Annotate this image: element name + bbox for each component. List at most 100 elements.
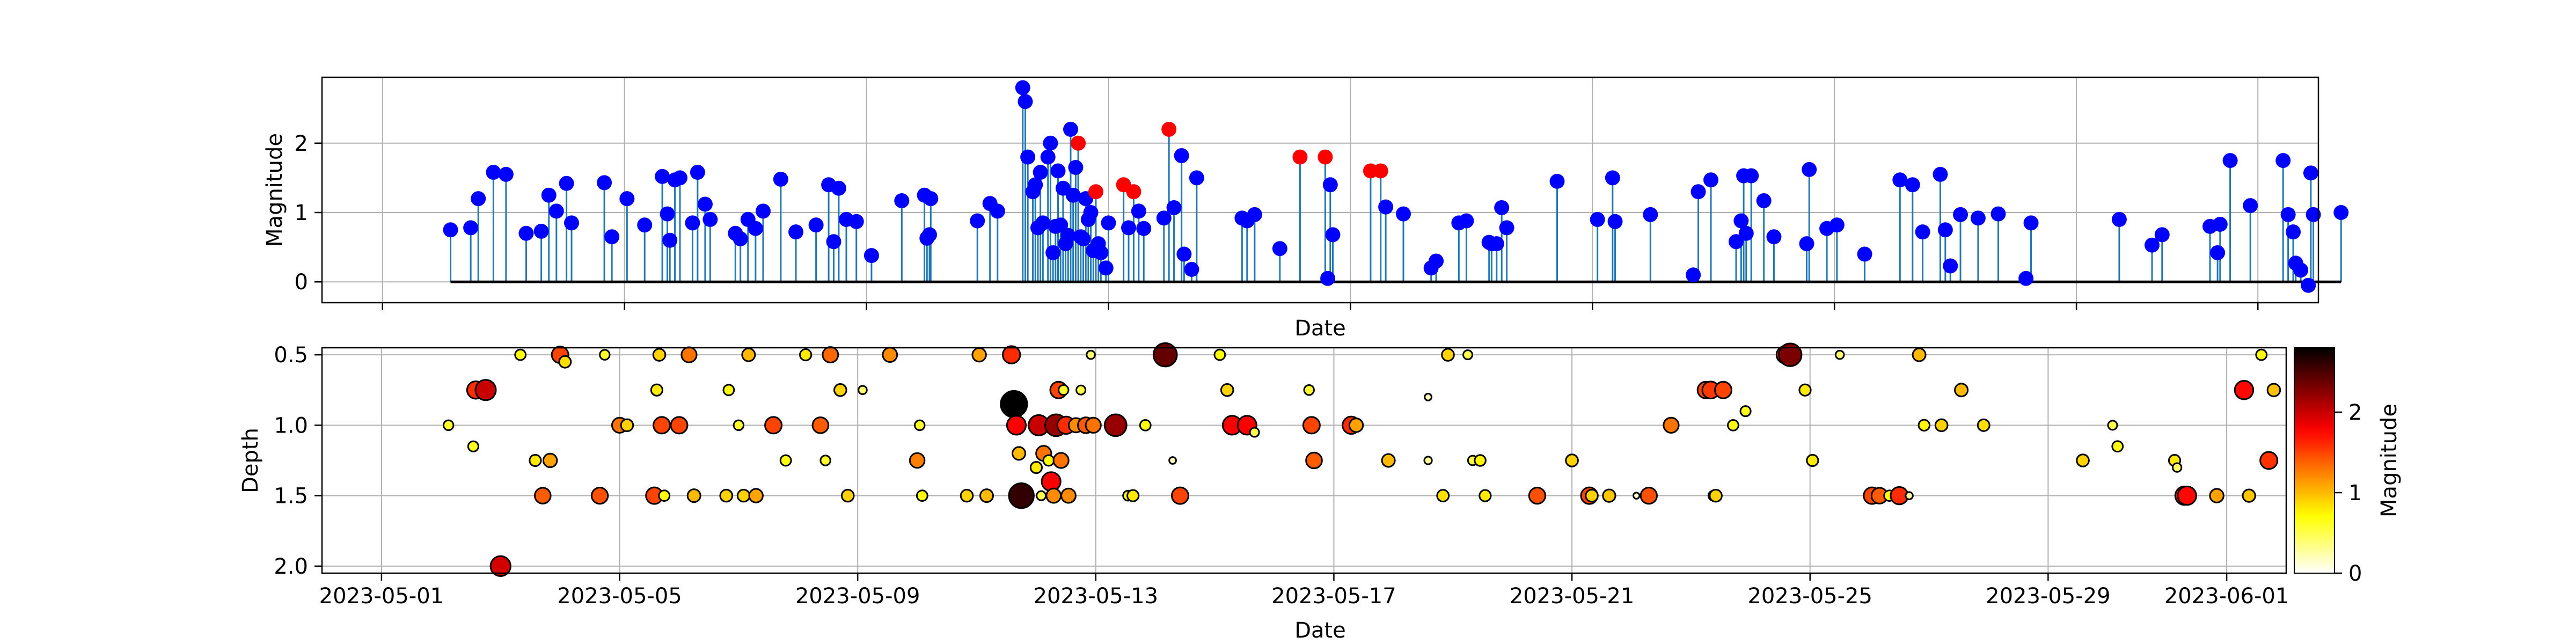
scatter-point-54: [1042, 454, 1055, 467]
stem-marker-12: [604, 229, 620, 245]
stem-marker-42: [923, 191, 939, 207]
scatter-point-7: [533, 487, 552, 504]
stem-marker-135: [2293, 262, 2309, 278]
scatter-point-88: [1423, 456, 1433, 465]
depth-scatter-panel: 0.51.01.52.0 2023-05-01 2023-05-05 2023-05…: [238, 342, 2316, 643]
stem-marker-19: [672, 170, 687, 186]
scatter-point-30: [779, 454, 792, 467]
scatter-point-38: [882, 347, 898, 363]
scatter-point-111: [1778, 342, 1803, 367]
stem-marker-0: [443, 222, 458, 238]
scatter-point-31: [799, 348, 813, 362]
stem-marker-148: [1071, 135, 1086, 151]
scatter-point-95: [1528, 486, 1547, 505]
stem-marker-9: [559, 175, 574, 191]
stem-marker-15: [655, 169, 670, 184]
stem-marker-117: [1943, 258, 1958, 274]
scatter-x-tick-label-6: 2023-05-25: [1747, 584, 1872, 609]
scatter-point-106: [1709, 488, 1723, 503]
scatter-point-76: [1213, 348, 1226, 361]
scatter-point-48: [1012, 446, 1027, 461]
stem-marker-113: [1905, 177, 1920, 193]
stem-marker-144: [1040, 149, 1056, 165]
scatter-point-101: [1640, 486, 1658, 505]
scatter-point-68: [1103, 413, 1128, 437]
stem-marker-17: [662, 232, 678, 248]
depth-scatter-points: [442, 342, 2316, 577]
stem-plot-y-ticks: 0 1 2: [295, 131, 322, 295]
stem-marker-67: [1131, 203, 1146, 219]
scatter-point-87: [1424, 392, 1432, 401]
stem-marker-128: [2212, 216, 2228, 232]
stem-marker-119: [1970, 210, 1986, 226]
stem-marker-136: [2301, 277, 2316, 293]
stem-y-tick-label-1: 1: [295, 201, 308, 225]
stem-plot-x-ticks: [382, 303, 2259, 310]
scatter-point-49: [1008, 482, 1035, 509]
scatter-point-52: [1036, 490, 1047, 501]
scatter-point-90: [1441, 348, 1455, 362]
scatter-point-123: [1954, 383, 1969, 398]
stem-marker-150: [1083, 205, 1099, 220]
scatter-point-46: [1000, 390, 1028, 419]
stem-marker-143: [1025, 184, 1041, 200]
scatter-point-86: [1381, 453, 1396, 468]
scatter-point-19: [658, 489, 671, 502]
scatter-point-96: [1565, 453, 1579, 467]
scatter-point-3: [474, 379, 497, 401]
scatter-point-98: [1585, 488, 1599, 503]
stem-marker-5: [518, 225, 534, 241]
scatter-point-45: [1001, 345, 1021, 364]
stem-marker-147: [1063, 121, 1078, 137]
scatter-point-56: [1045, 487, 1062, 504]
stem-plot-markers: [443, 80, 2349, 293]
stem-marker-50: [1045, 245, 1061, 260]
stem-marker-74: [1189, 170, 1204, 186]
scatter-point-28: [748, 488, 764, 503]
stem-marker-2: [471, 191, 486, 207]
scatter-point-26: [736, 488, 751, 503]
scatter-point-120: [1912, 347, 1927, 362]
stem-plot-frame: [321, 76, 2319, 304]
scatter-point-134: [2242, 488, 2256, 503]
stem-marker-37: [863, 248, 879, 264]
stem-marker-23: [702, 211, 718, 227]
scatter-x-tick-label-1: 2023-05-05: [557, 584, 682, 609]
scatter-y-tick-label-0: 0.5: [274, 343, 308, 368]
stem-marker-1: [463, 220, 479, 236]
stem-marker-34: [831, 180, 846, 196]
scatter-point-8: [542, 452, 558, 469]
stem-marker-151: [1088, 184, 1103, 200]
scatter-point-47: [1006, 415, 1027, 436]
scatter-point-21: [680, 346, 698, 363]
scatter-point-133: [2234, 380, 2255, 400]
stem-marker-29: [773, 171, 788, 187]
scatter-point-73: [1152, 342, 1178, 368]
stem-plot-x-axis-label: Date: [1294, 316, 1346, 341]
stem-marker-105: [1756, 193, 1772, 209]
stem-marker-138: [2306, 207, 2321, 222]
stem-marker-111: [1857, 246, 1872, 262]
scatter-point-113: [1806, 453, 1819, 467]
scatter-point-1: [467, 440, 479, 452]
scatter-point-11: [590, 486, 609, 505]
scatter-point-22: [686, 488, 701, 503]
stem-marker-156: [1318, 149, 1333, 165]
scatter-point-67: [1085, 416, 1102, 434]
scatter-point-50: [1029, 461, 1043, 474]
scatter-point-108: [1727, 419, 1739, 431]
stem-marker-10: [564, 215, 579, 231]
stem-marker-96: [1607, 214, 1623, 229]
stem-marker-20: [685, 215, 700, 231]
colorbar-tick-label-1: 1: [2348, 481, 2362, 506]
stem-marker-7: [541, 187, 557, 203]
scatter-y-tick-label-3: 2.0: [274, 554, 308, 579]
scatter-x-tick-label-0: 2023-05-01: [319, 584, 444, 609]
scatter-point-33: [819, 455, 831, 466]
stem-y-tick-label-2: 2: [295, 131, 308, 156]
stem-marker-107: [1799, 236, 1814, 252]
stem-marker-11: [597, 175, 612, 191]
stem-marker-77: [1247, 207, 1262, 222]
stem-marker-91: [1494, 200, 1510, 215]
stem-marker-6: [533, 223, 549, 239]
